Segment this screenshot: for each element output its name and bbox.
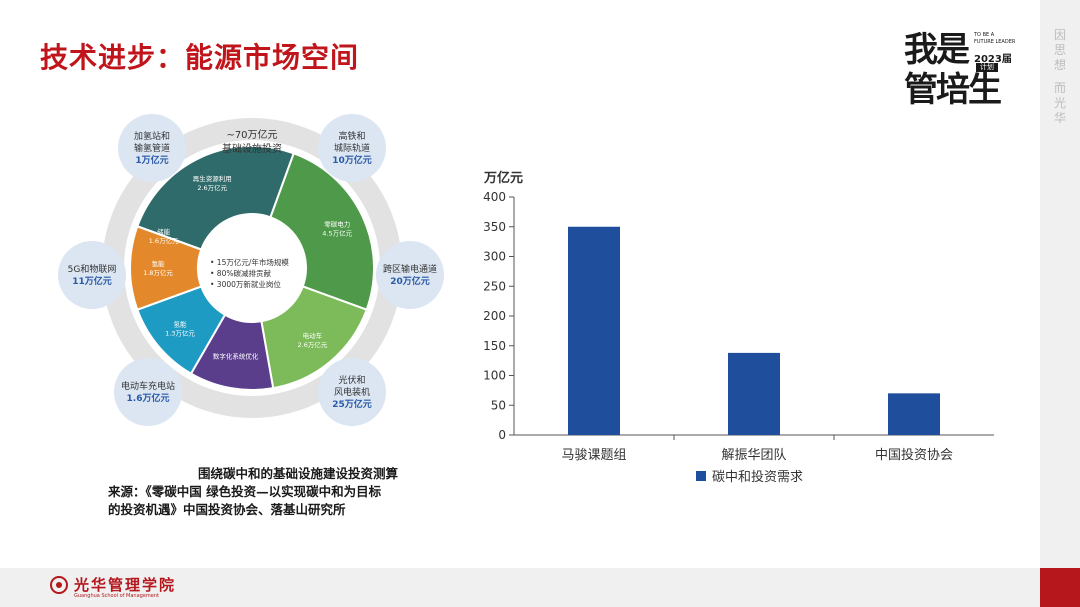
- bubble: [376, 241, 444, 309]
- segment-label: 氢能: [152, 259, 166, 268]
- school-seal-icon: [50, 576, 68, 594]
- bubble: [58, 241, 126, 309]
- top-label-line2: 基础设施投资: [222, 142, 282, 155]
- segment-label: 零碳电力: [324, 219, 350, 228]
- bubble-label: 输氢管道: [134, 142, 170, 154]
- bubble-label: 电动车充电站: [121, 380, 175, 392]
- bubble-value: 20万亿元: [390, 275, 430, 287]
- legend-swatch: [696, 471, 706, 481]
- y-tick-label: 0: [498, 428, 506, 442]
- motto-char: 华: [1053, 111, 1066, 125]
- bar: [568, 226, 620, 435]
- caption-source: 来源：《零碳中国 绿色投资—以实现碳中和为目标: [108, 484, 382, 499]
- bubble-label: 高铁和: [338, 130, 365, 142]
- bubble-value: 25万亿元: [332, 398, 372, 410]
- segment-value: 1.8万亿元: [143, 268, 173, 277]
- y-tick-label: 300: [483, 250, 506, 264]
- bubble: [118, 114, 186, 182]
- bubble-value: 1.6万亿元: [127, 392, 170, 404]
- y-tick-label: 50: [491, 398, 506, 412]
- segment-label: 电动车: [303, 331, 323, 340]
- bubble-label: 跨区输电通道: [383, 263, 437, 275]
- investment-bar-chart: 万亿元 0 50 100 150 200 250 300 350 400 马骏课题组 解振华团队 中国投…: [483, 170, 994, 485]
- center-line: • 15万亿元/年市场规模: [210, 257, 289, 267]
- bubble-value: 1万亿元: [135, 154, 168, 166]
- motto-char: 想: [1053, 58, 1066, 72]
- school-name: 光华管理学院: [74, 576, 177, 594]
- bubble-value: 10万亿元: [332, 154, 372, 166]
- program-logo: 我是 管培生 TO BE A FUTURE LEADER 2023届 计划: [904, 30, 1015, 120]
- motto-char: 光: [1053, 96, 1066, 110]
- caption-source-cont: 的投资机遇》中国投资协会、落基山研究所: [108, 502, 346, 517]
- bubble-label: 风电装机: [334, 386, 370, 398]
- logo-line1: 我是: [904, 30, 970, 70]
- center-line: • 3000万新就业岗位: [210, 279, 281, 289]
- motto-char: 因: [1053, 28, 1066, 42]
- bar: [888, 393, 940, 435]
- bubble: [114, 358, 182, 426]
- bubble-label: 城际轨道: [334, 142, 370, 154]
- segment-label: 数字化系统优化: [213, 352, 259, 361]
- bar: [728, 352, 780, 435]
- bubble: [318, 114, 386, 182]
- x-tick-label: 解振华团队: [721, 448, 786, 463]
- side-motto: 因 思 想 而 光 华: [1052, 28, 1068, 126]
- logo-plan: 计划: [976, 63, 998, 72]
- footer-bar: [0, 568, 1040, 607]
- logo-year: 2023届: [974, 54, 1012, 65]
- segment-label: 再生资源利用: [193, 174, 232, 183]
- y-tick-label: 200: [483, 309, 506, 323]
- y-tick-label: 350: [483, 220, 506, 234]
- segment-value: 1.3万亿元: [165, 328, 195, 337]
- bubble-label: 5G和物联网: [68, 263, 117, 275]
- y-tick-label: 150: [483, 339, 506, 353]
- y-tick-label: 100: [483, 369, 506, 383]
- bubble: [318, 358, 386, 426]
- school-name-en: Guanghua School of Management: [74, 593, 159, 599]
- legend-label: 碳中和投资需求: [712, 469, 803, 485]
- logo-tag2: FUTURE LEADER: [974, 39, 1016, 45]
- logo-tag1: TO BE A: [974, 32, 995, 38]
- segment-value: 2.6万亿元: [298, 340, 328, 349]
- motto-char: 思: [1053, 43, 1066, 57]
- center-line: • 80%碳减排贡献: [210, 268, 271, 278]
- x-tick-label: 马骏课题组: [561, 448, 626, 463]
- top-label-line1: ~70万亿元: [226, 128, 277, 141]
- diagram-center: [198, 214, 306, 322]
- motto-char: 而: [1053, 81, 1066, 95]
- y-axis-label: 万亿元: [483, 170, 523, 186]
- segment-value: 2.6万亿元: [197, 183, 227, 192]
- bubble-label: 光伏和: [338, 374, 365, 386]
- y-tick-label: 400: [483, 190, 506, 204]
- segment-label: 储能: [157, 227, 171, 236]
- footer-accent: [1040, 568, 1080, 607]
- segment-value: 4.5万亿元: [322, 228, 352, 237]
- bubble-label: 加氢站和: [134, 130, 170, 142]
- logo-line2: 管培生: [904, 70, 1002, 110]
- diagram-caption: 围绕碳中和的基础设施建设投资测算 来源：《零碳中国 绿色投资—以实现碳中和为目标…: [108, 465, 488, 519]
- infrastructure-diagram: 再生资源利用2.6万亿元零碳电力4.5万亿元电动车2.6万亿元数字化系统优化氢能…: [58, 114, 444, 426]
- y-tick-label: 250: [483, 279, 506, 293]
- caption-title: 围绕碳中和的基础设施建设投资测算: [197, 466, 398, 481]
- slide-title: 技术进步：能源市场空间: [40, 41, 360, 74]
- segment-label: 氢能: [173, 319, 187, 328]
- segment-value: 1.6万亿元: [149, 236, 179, 245]
- side-bar: 因 思 想 而 光 华: [1040, 0, 1080, 568]
- x-tick-label: 中国投资协会: [875, 447, 953, 463]
- bubble-value: 11万亿元: [72, 275, 112, 287]
